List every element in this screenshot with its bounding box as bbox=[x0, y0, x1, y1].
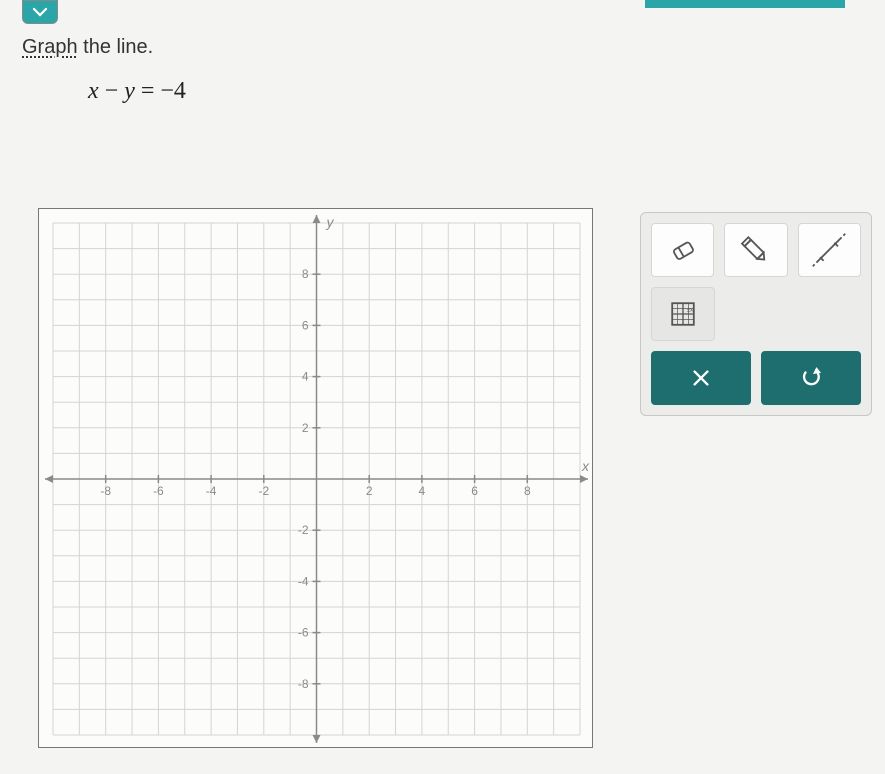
equation-text: x − y = −4 bbox=[88, 78, 186, 105]
svg-text:-8: -8 bbox=[298, 677, 309, 691]
instruction-rest: the line. bbox=[78, 36, 154, 58]
toolbox-panel: ±x bbox=[640, 212, 872, 416]
svg-text:8: 8 bbox=[302, 267, 309, 281]
undo-icon bbox=[800, 367, 822, 389]
svg-text:8: 8 bbox=[524, 484, 531, 498]
svg-text:-6: -6 bbox=[298, 626, 309, 640]
grid-zoom-icon: ±x bbox=[665, 296, 701, 332]
svg-text:2: 2 bbox=[366, 484, 373, 498]
eraser-icon bbox=[665, 232, 701, 268]
graph-area[interactable]: -8 -6 -4 -2 2 4 6 8 -8 -6 -4 -2 2 4 6 8 x y bbox=[38, 208, 593, 748]
svg-text:-6: -6 bbox=[153, 484, 164, 498]
instruction-text: Graph the line. bbox=[22, 36, 153, 59]
svg-text:6: 6 bbox=[471, 484, 478, 498]
svg-text:4: 4 bbox=[419, 484, 426, 498]
tool-row-2: ±x bbox=[651, 287, 861, 341]
top-accent-bar bbox=[645, 0, 845, 8]
line-segment-icon bbox=[811, 232, 847, 268]
line-tool-button[interactable] bbox=[798, 223, 861, 277]
pencil-icon bbox=[738, 232, 774, 268]
pencil-tool-button[interactable] bbox=[724, 223, 787, 277]
grid-zoom-tool-button[interactable]: ±x bbox=[651, 287, 715, 341]
svg-text:-4: -4 bbox=[206, 484, 217, 498]
tool-row-1 bbox=[651, 223, 861, 277]
svg-text:-2: -2 bbox=[298, 523, 309, 537]
cartesian-grid[interactable]: -8 -6 -4 -2 2 4 6 8 -8 -6 -4 -2 2 4 6 8 x y bbox=[39, 209, 594, 749]
svg-text:-4: -4 bbox=[298, 574, 309, 588]
eraser-tool-button[interactable] bbox=[651, 223, 714, 277]
svg-text:x: x bbox=[581, 458, 590, 474]
clear-button[interactable] bbox=[651, 351, 751, 405]
svg-text:-2: -2 bbox=[258, 484, 269, 498]
svg-text:y: y bbox=[326, 214, 335, 230]
check-badge bbox=[22, 0, 58, 24]
undo-button[interactable] bbox=[761, 351, 861, 405]
svg-text:4: 4 bbox=[302, 370, 309, 384]
instruction-verb: Graph bbox=[22, 36, 78, 58]
action-row bbox=[651, 351, 861, 405]
svg-text:±x: ±x bbox=[687, 306, 694, 313]
svg-text:6: 6 bbox=[302, 318, 309, 332]
chevron-down-icon bbox=[31, 5, 49, 19]
svg-text:2: 2 bbox=[302, 421, 309, 435]
svg-text:-8: -8 bbox=[100, 484, 111, 498]
close-icon bbox=[690, 367, 712, 389]
